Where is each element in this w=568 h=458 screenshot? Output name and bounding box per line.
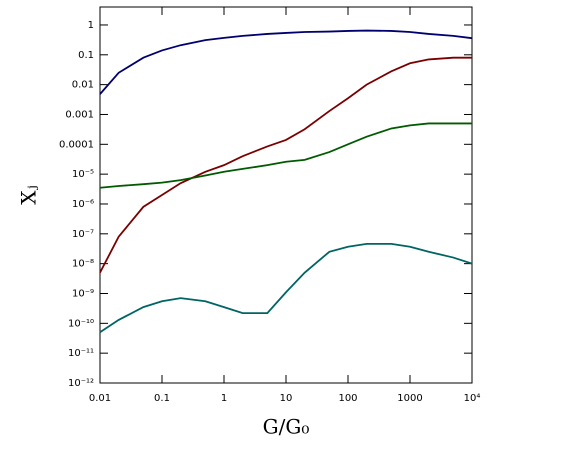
x-tick-label: 0.1 xyxy=(154,393,170,404)
line-series xyxy=(99,29,473,95)
y-axis-title: Xⱼ xyxy=(17,185,41,205)
y-tick-label: 10⁻⁹ xyxy=(72,288,94,299)
y-tick-label: 10⁻⁸ xyxy=(72,259,94,270)
x-tick-label: 100 xyxy=(338,393,357,404)
y-tick-label: 10⁻¹¹ xyxy=(68,348,94,359)
line-series xyxy=(99,242,473,334)
y-tick-label: 1 xyxy=(88,20,94,31)
x-tick-label: 10 xyxy=(280,393,293,404)
plot-frame xyxy=(99,6,473,384)
x-tick-label: 1000 xyxy=(397,393,422,404)
y-tick-label: 0.1 xyxy=(78,50,94,61)
y-tick-label: 10⁻⁶ xyxy=(72,199,94,210)
y-tick-label: 0.0001 xyxy=(59,139,94,150)
y-tick-label: 10⁻¹² xyxy=(68,378,94,389)
x-axis-title: G/G₀ xyxy=(263,415,310,439)
y-tick-label: 10⁻⁵ xyxy=(72,169,94,180)
y-tick-label: 10⁻¹⁰ xyxy=(68,318,94,329)
y-tick-label: 0.01 xyxy=(72,80,94,91)
y-tick-label: 0.001 xyxy=(65,109,94,120)
y-tick-label: 10⁻⁷ xyxy=(72,229,94,240)
x-tick-label: 10⁴ xyxy=(464,393,481,404)
x-tick-label: 1 xyxy=(221,393,227,404)
line-series xyxy=(99,122,472,189)
line-series xyxy=(99,56,472,274)
x-tick-label: 0.01 xyxy=(89,393,111,404)
